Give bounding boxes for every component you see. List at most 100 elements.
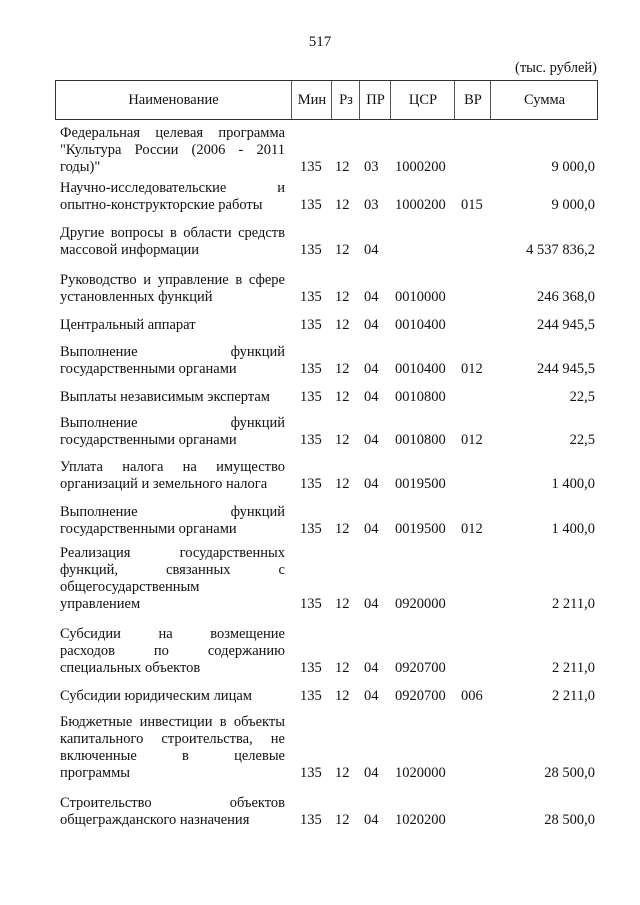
row-name: Федеральная целевая программа "Культура Р… <box>60 125 285 176</box>
row-name: Бюджетные инвестиции в объекты капитально… <box>60 714 285 782</box>
cell-min: 135 <box>300 389 322 405</box>
cell-min: 135 <box>300 521 322 537</box>
cell-rz: 12 <box>335 197 350 213</box>
cell-min: 135 <box>300 476 322 492</box>
row-name-line: массовой информации <box>60 242 200 258</box>
row-name: Реализация государственных функций, связа… <box>60 545 285 613</box>
cell-vr: 012 <box>461 521 483 537</box>
cell-rz: 12 <box>335 812 350 828</box>
cell-csr: 0010400 <box>395 317 446 333</box>
row-name-line: управлением <box>60 596 141 612</box>
cell-min: 135 <box>300 596 322 612</box>
cell-rz: 12 <box>335 289 350 305</box>
row-name-line: установленных функций <box>60 289 213 305</box>
cell-vr: 012 <box>461 361 483 377</box>
cell-rz: 12 <box>335 159 350 175</box>
cell-csr: 0920700 <box>395 660 446 676</box>
row-name-line: Субсидии юридическим лицам <box>60 688 252 704</box>
cell-pr: 04 <box>364 432 379 448</box>
cell-csr: 0920000 <box>395 596 446 612</box>
row-name: Центральный аппарат <box>60 317 285 334</box>
cell-sum: 28 500,0 <box>544 765 595 781</box>
cell-min: 135 <box>300 159 322 175</box>
cell-min: 135 <box>300 361 322 377</box>
row-name-line: общегражданского назначения <box>60 812 250 828</box>
row-name-line: Научно-исследовательские и <box>60 180 285 196</box>
row-name-line: Бюджетные инвестиции в объекты <box>60 714 285 730</box>
row-name-line: расходов по содержанию <box>60 643 285 659</box>
header-vr: ВР <box>454 81 491 119</box>
row-name-line: Выполнение функций <box>60 415 285 431</box>
row-name-line: Центральный аппарат <box>60 317 196 333</box>
cell-csr: 1020200 <box>395 812 446 828</box>
cell-rz: 12 <box>335 389 350 405</box>
row-name-line: Субсидии на возмещение <box>60 626 285 642</box>
row-name: Научно-исследовательские и опытно-констру… <box>60 180 285 214</box>
row-name-line: государственными органами <box>60 361 237 377</box>
cell-rz: 12 <box>335 361 350 377</box>
cell-pr: 04 <box>364 361 379 377</box>
units-label: (тыс. рублей) <box>515 60 597 76</box>
cell-min: 135 <box>300 765 322 781</box>
row-name-line: организаций и земельного налога <box>60 476 268 492</box>
row-name-line: "Культура России (2006 - 2011 <box>60 142 285 158</box>
cell-min: 135 <box>300 289 322 305</box>
cell-pr: 03 <box>364 159 379 175</box>
cell-vr: 006 <box>461 688 483 704</box>
cell-csr: 0019500 <box>395 521 446 537</box>
row-name: Выполнение функций государственными орган… <box>60 415 285 449</box>
cell-sum: 9 000,0 <box>551 197 596 213</box>
cell-rz: 12 <box>335 596 350 612</box>
cell-csr: 0920700 <box>395 688 446 704</box>
cell-vr: 012 <box>461 432 483 448</box>
table-header: Наименование Мин Рз ПР ЦСР ВР Сумма <box>55 80 598 120</box>
cell-pr: 04 <box>364 660 379 676</box>
cell-rz: 12 <box>335 688 350 704</box>
cell-rz: 12 <box>335 521 350 537</box>
cell-pr: 04 <box>364 688 379 704</box>
row-name-line: капитального строительства, не <box>60 731 285 747</box>
row-name: Уплата налога на имущество организаций и … <box>60 459 285 493</box>
row-name: Субсидии на возмещение расходов по содерж… <box>60 626 285 677</box>
cell-pr: 04 <box>364 476 379 492</box>
cell-sum: 244 945,5 <box>537 317 595 333</box>
cell-pr: 04 <box>364 317 379 333</box>
cell-pr: 04 <box>364 242 379 258</box>
row-name-line: Руководство и управление в сфере <box>60 272 285 288</box>
row-name: Выполнение функций государственными орган… <box>60 344 285 378</box>
cell-sum: 9 000,0 <box>551 159 596 175</box>
cell-rz: 12 <box>335 242 350 258</box>
cell-vr: 015 <box>461 197 483 213</box>
row-name-line: Выплаты независимым экспертам <box>60 389 270 405</box>
cell-sum: 2 211,0 <box>552 660 595 676</box>
cell-rz: 12 <box>335 317 350 333</box>
cell-csr: 0010800 <box>395 389 446 405</box>
cell-rz: 12 <box>335 476 350 492</box>
cell-csr: 0010400 <box>395 361 446 377</box>
cell-sum: 1 400,0 <box>551 476 596 492</box>
cell-pr: 04 <box>364 765 379 781</box>
cell-pr: 04 <box>364 389 379 405</box>
row-name: Другие вопросы в области средств массовой… <box>60 225 285 259</box>
cell-pr: 04 <box>364 596 379 612</box>
cell-rz: 12 <box>335 660 350 676</box>
cell-rz: 12 <box>335 432 350 448</box>
row-name-line: включенные в целевые <box>60 748 285 764</box>
row-name-line: программы <box>60 765 130 781</box>
cell-min: 135 <box>300 432 322 448</box>
cell-sum: 22,5 <box>569 432 595 448</box>
row-name: Строительство объектов общегражданского н… <box>60 795 285 829</box>
cell-sum: 4 537 836,2 <box>526 242 595 258</box>
header-rz: Рз <box>331 81 360 119</box>
cell-min: 135 <box>300 660 322 676</box>
header-csr: ЦСР <box>390 81 455 119</box>
cell-min: 135 <box>300 242 322 258</box>
row-name-line: Выполнение функций <box>60 504 285 520</box>
row-name-line: Другие вопросы в области средств <box>60 225 285 241</box>
cell-sum: 1 400,0 <box>551 521 596 537</box>
cell-csr: 0019500 <box>395 476 446 492</box>
cell-pr: 04 <box>364 812 379 828</box>
row-name-line: функций, связанных с <box>60 562 285 578</box>
row-name-line: Выполнение функций <box>60 344 285 360</box>
row-name: Руководство и управление в сфере установл… <box>60 272 285 306</box>
